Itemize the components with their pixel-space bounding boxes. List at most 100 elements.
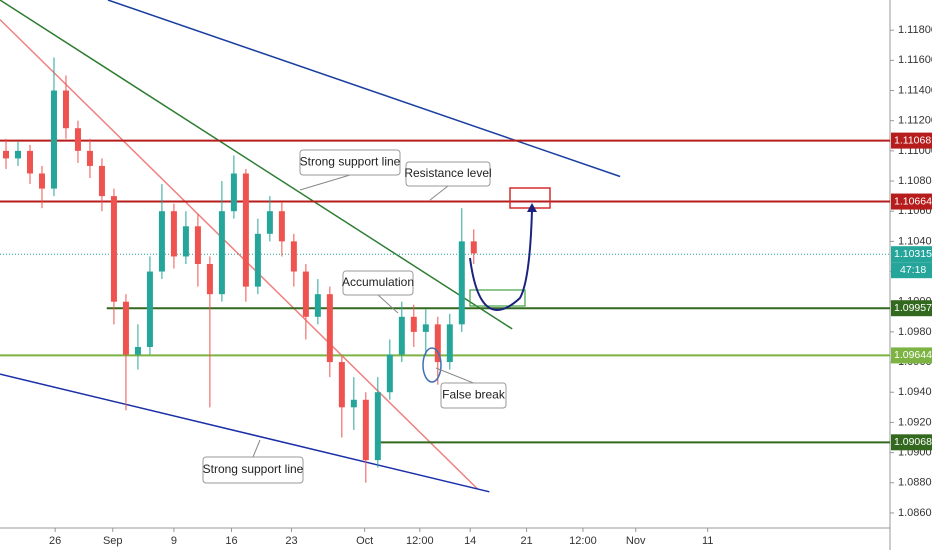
level-label: 1.09644 [894, 349, 932, 361]
trendline [0, 0, 513, 330]
candle-body [446, 324, 453, 363]
callout-box [440, 382, 507, 409]
candle-body [38, 173, 45, 189]
y-tick-label: 1.09800 [898, 326, 932, 338]
countdown: 47:18 [900, 264, 926, 276]
candle-body [242, 173, 249, 287]
level-label: 1.11068 [894, 134, 931, 146]
candle-body [26, 150, 33, 174]
candle-body [206, 264, 213, 295]
candle-body [194, 226, 201, 264]
callout-pointer [429, 185, 449, 201]
callout-text: Strong support line [300, 155, 401, 169]
callout-text: Strong support line [203, 462, 304, 476]
candle-body [134, 346, 141, 355]
candle-body [362, 399, 369, 461]
candle-body [230, 173, 237, 212]
candle-body [278, 211, 285, 242]
candle-body [62, 90, 69, 129]
y-tick-label: 1.10400 [898, 235, 932, 247]
candle-body [314, 294, 321, 317]
x-tick-label: 12:00 [569, 535, 597, 547]
level-label-bg [891, 193, 932, 210]
candle-body [302, 271, 309, 317]
y-tick-label: 1.10800 [898, 175, 932, 187]
candle-body [470, 241, 477, 254]
candle-body [326, 294, 333, 363]
candle-body [218, 211, 225, 295]
candle-body [110, 196, 117, 302]
y-tick-label: 1.11400 [898, 84, 932, 96]
projection-curve [469, 209, 533, 311]
candle-body [74, 128, 81, 151]
projection-arrow [527, 203, 537, 212]
level-label-bg [891, 132, 932, 149]
candle-body [254, 233, 261, 287]
candle-body [374, 392, 381, 461]
callout-box [299, 149, 401, 176]
candle-body [386, 354, 393, 393]
x-tick-label: 21 [520, 535, 532, 547]
level-label-bg [891, 347, 932, 364]
candle-body [158, 211, 165, 272]
y-tick-label: 1.11800 [898, 24, 932, 36]
x-tick-label: Sep [103, 535, 123, 547]
level-label: 1.09068 [894, 436, 932, 448]
level-label-bg [891, 246, 932, 263]
trendline [107, 0, 621, 178]
callout-pointer [377, 294, 399, 314]
y-tick-label: 1.08800 [898, 477, 932, 489]
candle-body [398, 316, 405, 355]
trendline [0, 373, 490, 493]
level-label-bg [891, 434, 932, 451]
x-tick-label: 14 [464, 535, 476, 547]
callout-box [405, 161, 491, 187]
trendline [0, 19, 478, 490]
y-tick-label: 1.09200 [898, 416, 932, 428]
callout-box [202, 456, 304, 484]
level-label-bg [891, 300, 932, 317]
x-tick-label: 9 [171, 535, 177, 547]
callout-pointer [252, 439, 261, 458]
x-tick-label: Oct [356, 535, 373, 547]
y-tick-label: 1.09400 [898, 386, 932, 398]
candle-body [50, 90, 57, 189]
candle-body [434, 324, 441, 363]
x-tick-label: 11 [702, 535, 713, 547]
candle-body [2, 150, 9, 159]
candle-body [146, 271, 153, 347]
x-tick-label: Nov [626, 535, 646, 547]
callout-text: False break [442, 388, 506, 402]
entry-box [469, 289, 526, 307]
candle-body [350, 399, 357, 408]
candle-body [98, 165, 105, 197]
callout-text: Accumulation [342, 275, 414, 289]
countdown-bg [891, 262, 932, 279]
candle-body [182, 226, 189, 257]
level-label: 1.10664 [894, 195, 932, 207]
false-break-circle [422, 347, 442, 383]
candle-body [422, 324, 429, 332]
level-label: 1.09957 [894, 302, 932, 314]
candle-body [170, 211, 177, 257]
candle-body [86, 150, 93, 166]
candle-body [290, 241, 297, 272]
callout-text: Resistance level [404, 166, 491, 180]
level-label: 1.10315 [894, 248, 932, 260]
candle-body [266, 211, 273, 234]
candle-body [122, 301, 129, 355]
candle-body [338, 362, 345, 408]
x-tick-label: 26 [49, 535, 61, 547]
x-tick-label: 23 [285, 535, 297, 547]
y-tick-label: 1.08600 [898, 507, 932, 519]
y-tick-label: 1.11200 [898, 115, 932, 127]
x-tick-label: 12:00 [406, 535, 434, 547]
callout-box [342, 270, 414, 296]
y-tick-label: 1.11600 [898, 54, 932, 66]
callout-pointer [299, 174, 351, 191]
candle-body [410, 316, 417, 332]
candle-body [14, 150, 21, 159]
callout-pointer [435, 367, 474, 384]
